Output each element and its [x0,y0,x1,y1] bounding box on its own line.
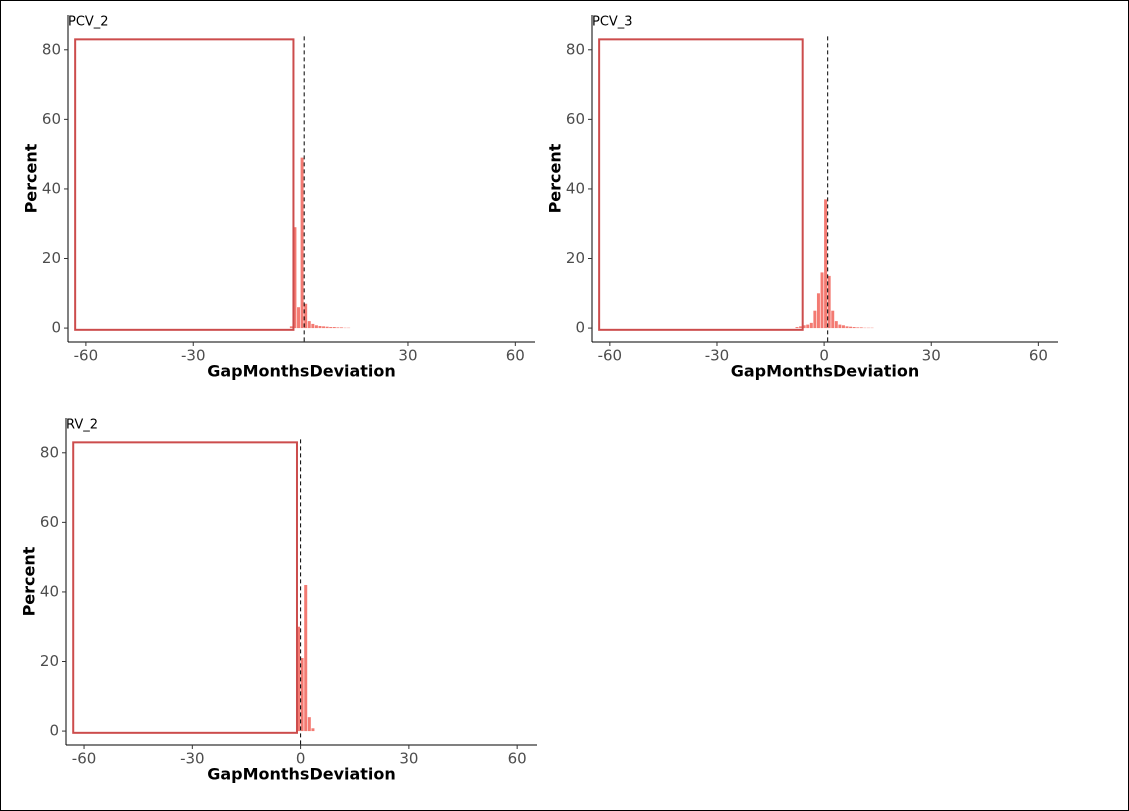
x-tick-label: 30 [399,750,418,768]
x-tick-label: 30 [922,347,941,365]
histogram-bar [307,717,311,732]
y-tick-label: 0 [49,722,59,740]
histogram-bar [806,324,810,329]
y-tick-label: 80 [566,40,585,58]
x-tick-label: -30 [705,347,730,365]
histogram-bar [859,327,863,329]
x-axis-title: GapMonthsDeviation [731,362,920,381]
histogram-bar [827,275,831,329]
x-tick-label: 60 [508,750,527,768]
histogram-bar [311,323,315,329]
histogram-bar [300,658,304,732]
y-axis-title: Percent [546,143,565,213]
histogram-bar [852,327,856,329]
x-tick-label: 0 [819,347,829,365]
histogram-bar [314,325,318,329]
x-tick-label: 60 [1029,347,1048,365]
histogram-bar [813,310,817,329]
y-tick-label: 80 [40,443,59,461]
highlight-box [74,38,295,331]
x-axis-title: GapMonthsDeviation [207,362,396,381]
x-tick-label: 60 [506,347,525,365]
y-tick-label: 0 [51,319,61,337]
y-tick-label: 20 [566,249,585,267]
histogram-bar [336,327,340,329]
y-tick-label: 20 [40,652,59,670]
histogram-bar [311,728,315,732]
histogram-bar [332,327,336,329]
y-tick-label: 60 [42,110,61,128]
histogram-bar [799,326,803,329]
x-axis-title: GapMonthsDeviation [207,765,396,784]
x-tick-label: 30 [398,347,417,365]
histogram-bar [816,293,820,329]
highlight-box [598,38,804,331]
x-tick-label: -30 [180,750,205,768]
panel-title: PCV_2 [68,15,109,30]
histogram-bar [329,327,333,329]
panel-title: PCV_3 [592,15,633,30]
histogram-bar [831,310,835,329]
x-tick-label: -60 [72,750,97,768]
histogram-bar [809,322,813,329]
histogram-bar [297,307,301,329]
histogram-bar [834,321,838,329]
y-tick-label: 60 [40,513,59,531]
x-tick-label: -60 [74,347,99,365]
y-tick-label: 0 [575,319,585,337]
x-tick-label: 0 [296,750,306,768]
histogram-bar [304,303,308,329]
histogram-bar [304,584,308,732]
histogram-bar [841,325,845,329]
histogram-bar [293,227,297,329]
histogram-bar [296,626,300,732]
histogram-bar [307,321,311,329]
histogram-bar [339,327,343,329]
y-axis-title: Percent [20,546,39,616]
histogram-bar [802,325,806,329]
y-tick-label: 40 [566,179,585,197]
histogram-bar [845,326,849,329]
panel-title: RV_2 [66,418,98,433]
y-tick-label: 20 [42,249,61,267]
histogram-bar [795,327,799,329]
x-tick-label: -60 [598,347,623,365]
y-tick-label: 60 [566,110,585,128]
histogram-bar [824,199,828,329]
y-tick-label: 40 [40,582,59,600]
y-tick-label: 40 [42,179,61,197]
histogram-bar [849,326,853,329]
histogram-bar [322,326,326,329]
histogram-bar [318,325,322,329]
histogram-bar [856,327,860,329]
histogram-bar [838,324,842,329]
x-tick-label: -30 [181,347,206,365]
histogram-bar [289,326,293,329]
highlight-box [72,441,298,734]
y-tick-label: 80 [42,40,61,58]
histogram-bar [820,272,824,329]
y-axis-title: Percent [22,143,41,213]
histogram-bar [300,157,304,329]
histogram-bar [325,326,329,329]
